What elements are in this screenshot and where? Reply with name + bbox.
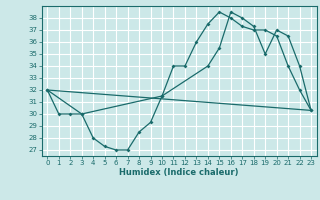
- X-axis label: Humidex (Indice chaleur): Humidex (Indice chaleur): [119, 168, 239, 177]
